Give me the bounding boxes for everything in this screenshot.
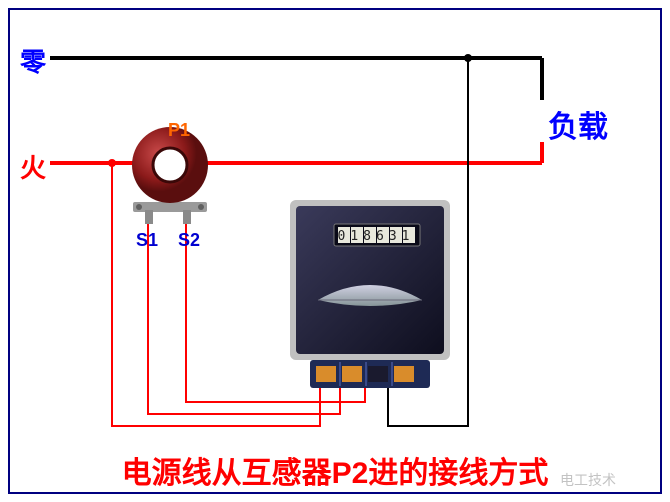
meter-terminal-1 [316, 366, 336, 382]
meter-terminal-4 [394, 366, 414, 382]
meter-terminal-2 [342, 366, 362, 382]
meter-svg: 018631 [290, 200, 450, 390]
label-p1: P1 [168, 120, 190, 141]
label-s1: S1 [136, 230, 158, 251]
ct-bracket-hole-l [136, 204, 142, 210]
label-s2: S2 [178, 230, 200, 251]
label-load: 负载 [548, 102, 608, 146]
label-neutral: 零 [20, 42, 46, 79]
ct-terminal-s1 [145, 210, 153, 224]
ct-bracket [133, 202, 207, 212]
meter-reading: 018631 [338, 229, 415, 244]
ct-terminal-s2 [183, 210, 191, 224]
watermark: 电工技术 [560, 470, 616, 490]
ct-bracket-hole-r [198, 204, 204, 210]
meter-terminal-3 [368, 366, 388, 382]
label-live: 火 [20, 148, 46, 185]
energy-meter: 018631 [290, 200, 450, 390]
